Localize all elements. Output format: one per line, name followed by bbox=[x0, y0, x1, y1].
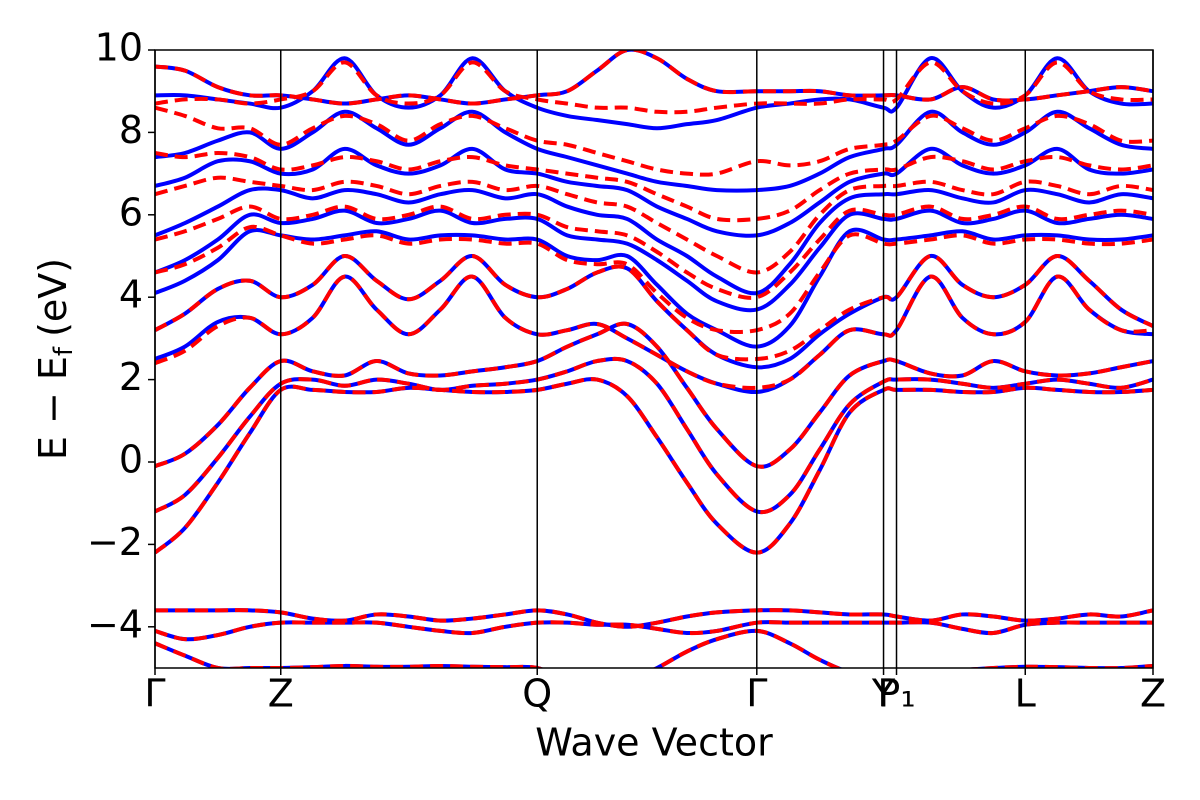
y-label-sub: f bbox=[49, 346, 79, 356]
y-tick-label: −2 bbox=[87, 520, 143, 564]
band-line bbox=[155, 628, 1153, 668]
band-line bbox=[155, 274, 1153, 390]
plot-area bbox=[155, 50, 1153, 668]
y-label-main: E − E bbox=[31, 356, 75, 460]
y-tick-label: 10 bbox=[95, 26, 143, 70]
band-line bbox=[155, 628, 1153, 668]
band-line bbox=[155, 377, 1153, 555]
band-line bbox=[155, 620, 1153, 642]
band-line bbox=[155, 377, 1153, 555]
x-axis-label: Wave Vector bbox=[535, 721, 773, 765]
x-tick-label: Y bbox=[871, 672, 896, 716]
x-tick-label: Z bbox=[268, 672, 294, 716]
y-axis-label: E − Ef (eV) bbox=[31, 258, 79, 460]
band-line bbox=[155, 175, 1153, 275]
band-line bbox=[155, 186, 1153, 296]
band-line bbox=[155, 224, 1153, 334]
y-label-unit: (eV) bbox=[31, 258, 75, 337]
y-tick-label: 8 bbox=[119, 108, 143, 152]
band-line bbox=[155, 56, 1153, 131]
band-line bbox=[155, 105, 1153, 177]
band-line bbox=[155, 356, 1153, 515]
x-tick-label: Γ bbox=[144, 672, 165, 716]
band-line bbox=[155, 254, 1153, 370]
band-line bbox=[155, 321, 1153, 469]
band-line bbox=[155, 60, 1153, 115]
band-line bbox=[155, 50, 1153, 106]
y-tick-label: 0 bbox=[119, 438, 143, 482]
x-tick-label: Z bbox=[1140, 672, 1166, 716]
x-tick-label: L bbox=[1015, 672, 1036, 716]
band-line bbox=[155, 227, 1153, 349]
band-line bbox=[155, 109, 1153, 193]
x-tick-label: Γ bbox=[746, 672, 767, 716]
x-tick-label: Q bbox=[522, 672, 552, 716]
band-line bbox=[155, 254, 1153, 362]
band-line bbox=[155, 608, 1153, 629]
band-line bbox=[155, 208, 1153, 313]
band-line bbox=[155, 151, 1153, 223]
y-tick-label: −4 bbox=[87, 602, 143, 646]
band-line bbox=[155, 204, 1153, 300]
y-tick-label: 6 bbox=[119, 190, 143, 234]
y-tick-label: 2 bbox=[119, 355, 143, 399]
x-tick-label: P₁ bbox=[877, 672, 915, 716]
y-tick-label: 4 bbox=[119, 273, 143, 317]
